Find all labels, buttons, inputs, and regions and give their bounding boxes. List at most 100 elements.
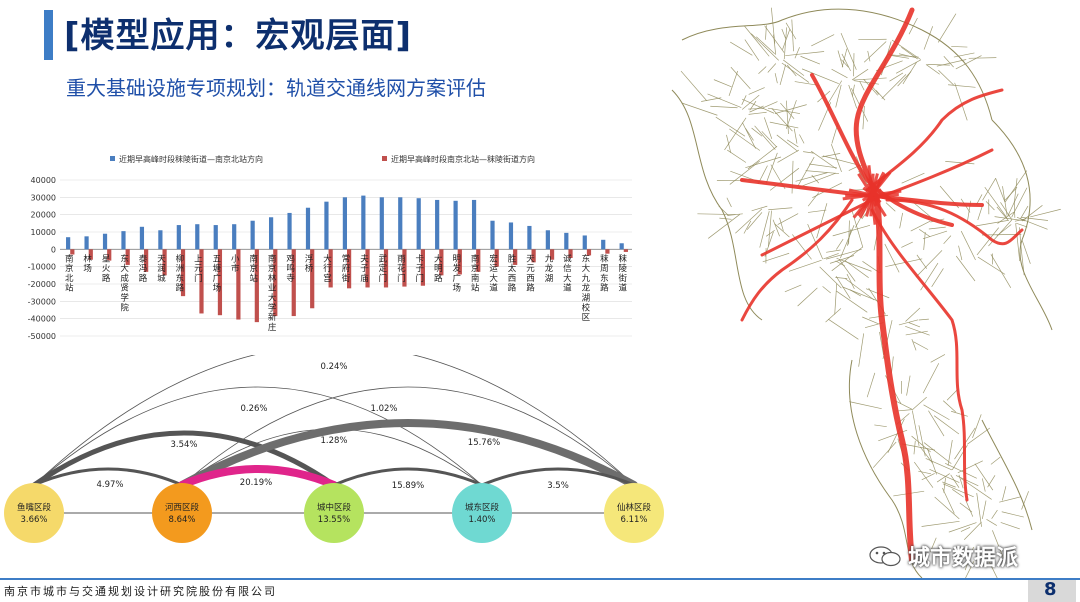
road-segment bbox=[977, 256, 1006, 275]
road-segment bbox=[1021, 217, 1049, 221]
road-segment bbox=[771, 108, 793, 132]
road-segment bbox=[754, 125, 776, 150]
flow-label: 15.89% bbox=[392, 481, 424, 491]
road-segment bbox=[727, 149, 747, 163]
road-segment bbox=[768, 210, 772, 247]
y-tick-label: 30000 bbox=[31, 193, 56, 202]
road-segment bbox=[748, 111, 767, 115]
road-segment bbox=[1016, 222, 1028, 228]
road-segment bbox=[967, 427, 991, 445]
x-tick-label: 胜太西路 bbox=[508, 253, 517, 293]
road-segment bbox=[828, 318, 859, 340]
segment-node bbox=[152, 483, 212, 543]
road-segment bbox=[747, 146, 778, 170]
rail-corridor bbox=[810, 73, 954, 227]
rail-corridor bbox=[740, 198, 854, 322]
road-segment bbox=[1013, 178, 1018, 204]
road-segment bbox=[832, 224, 871, 237]
road-segment bbox=[934, 496, 960, 520]
road-segment bbox=[745, 156, 782, 169]
road-segment bbox=[921, 473, 935, 481]
bar bbox=[195, 224, 200, 250]
flow-label: 20.19% bbox=[240, 478, 272, 488]
road-segment bbox=[982, 177, 997, 201]
road-segment bbox=[866, 372, 876, 398]
road-segment bbox=[999, 496, 1022, 503]
road-segment bbox=[929, 468, 960, 483]
bar bbox=[420, 249, 426, 286]
road-segment bbox=[955, 255, 976, 282]
road-segment bbox=[933, 415, 960, 435]
road-segment bbox=[773, 34, 777, 55]
road-segment bbox=[1014, 218, 1027, 222]
bar bbox=[121, 231, 126, 250]
bar bbox=[471, 199, 477, 250]
road-segment bbox=[931, 268, 944, 288]
segment-flow-diagram: 0.24% 0.26% 1.02% 3.54% 1.28% 15.76% 4.97% 20.1… bbox=[4, 355, 664, 543]
road-segment bbox=[1013, 201, 1016, 218]
road-segment bbox=[986, 519, 997, 526]
flow-arc bbox=[480, 467, 636, 487]
road-segment bbox=[974, 463, 994, 491]
road-segment bbox=[989, 561, 998, 578]
road-segment bbox=[710, 105, 738, 109]
road-segment bbox=[984, 186, 1008, 218]
road-segment bbox=[834, 283, 838, 315]
x-tick-label: 常府街 bbox=[342, 253, 351, 284]
road-segment bbox=[801, 68, 839, 85]
flow-arc bbox=[33, 355, 635, 486]
road-segment bbox=[758, 66, 767, 75]
road-segment bbox=[1000, 522, 1020, 530]
road-segment bbox=[929, 537, 937, 553]
bar bbox=[291, 249, 296, 317]
road-segment bbox=[774, 223, 790, 238]
bar bbox=[619, 243, 624, 250]
rail-corridor bbox=[853, 7, 915, 203]
road-segment bbox=[810, 150, 837, 170]
road-segment bbox=[846, 273, 855, 290]
road-segment bbox=[1021, 491, 1029, 510]
x-tick-label: 星火路 bbox=[102, 254, 111, 284]
road-segment bbox=[928, 410, 945, 437]
road-segment bbox=[911, 396, 927, 411]
y-tick-label: -50000 bbox=[28, 332, 56, 341]
road-segment bbox=[922, 363, 940, 394]
road-segment bbox=[779, 64, 786, 86]
x-tick-label: 大行宫 bbox=[323, 253, 332, 284]
rail-corridor bbox=[885, 198, 1024, 246]
flow-arc bbox=[178, 419, 638, 489]
road-segment bbox=[791, 160, 794, 194]
road-segment bbox=[920, 262, 939, 291]
road-segment bbox=[768, 207, 793, 211]
flow-label: 1.28% bbox=[320, 436, 347, 446]
road-segment bbox=[798, 172, 837, 188]
road-segment bbox=[823, 253, 839, 260]
road-segment bbox=[1015, 223, 1021, 262]
road-segment bbox=[785, 51, 825, 57]
y-tick-label: -30000 bbox=[28, 297, 56, 306]
y-tick-label: 20000 bbox=[31, 211, 56, 220]
bar bbox=[568, 249, 573, 258]
road-segment bbox=[879, 331, 884, 356]
road-segment bbox=[982, 500, 987, 520]
road-segment bbox=[713, 79, 732, 88]
watermark-text: 城市数据派 bbox=[908, 546, 1019, 571]
x-tick-label: 夫子庙 bbox=[360, 253, 369, 284]
bar bbox=[564, 232, 569, 250]
road-segment bbox=[781, 28, 786, 39]
bar bbox=[70, 249, 75, 255]
bar bbox=[453, 200, 458, 250]
x-tick-label: 浮桥 bbox=[305, 253, 314, 274]
road-segment bbox=[851, 68, 869, 81]
road-segment bbox=[794, 81, 819, 86]
road-segment bbox=[784, 284, 802, 293]
road-segment bbox=[916, 254, 928, 269]
bar bbox=[549, 249, 555, 260]
road-segment bbox=[945, 161, 975, 165]
legend-swatch bbox=[382, 156, 387, 161]
road-segment bbox=[942, 487, 955, 514]
road-segment bbox=[741, 94, 760, 110]
bar bbox=[402, 249, 407, 287]
road-segment bbox=[803, 151, 814, 154]
